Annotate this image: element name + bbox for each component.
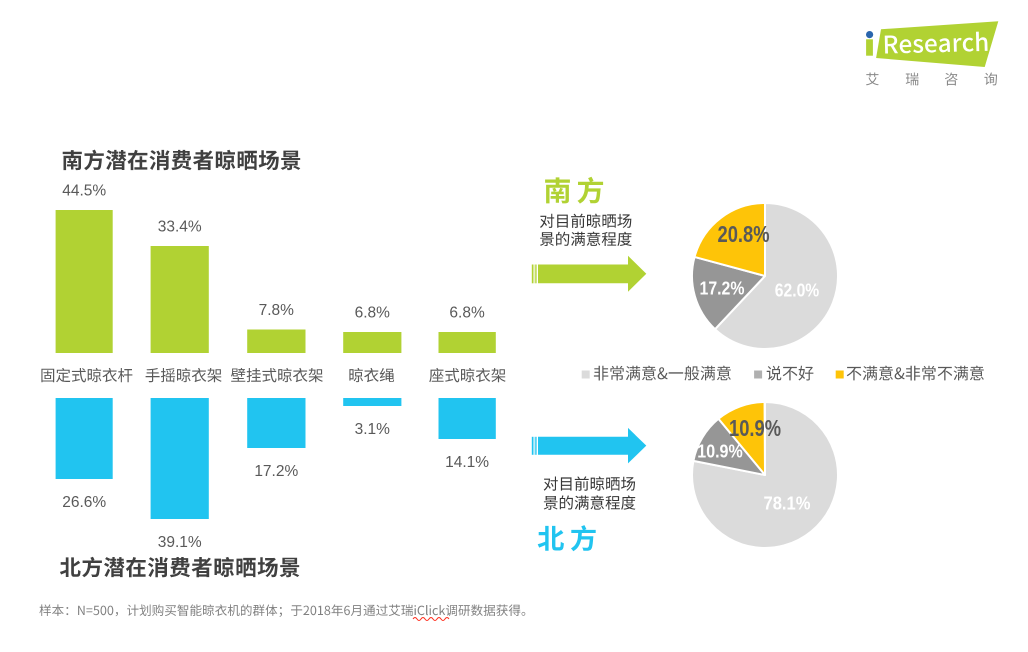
svg-text:10.9%: 10.9% bbox=[697, 442, 742, 462]
svg-text:3.1%: 3.1% bbox=[355, 421, 391, 438]
svg-text:44.5%: 44.5% bbox=[62, 182, 106, 199]
svg-text:6.8%: 6.8% bbox=[355, 304, 391, 321]
svg-text:14.1%: 14.1% bbox=[445, 454, 489, 471]
svg-text:39.1%: 39.1% bbox=[158, 534, 202, 551]
svg-text:78.1%: 78.1% bbox=[764, 494, 811, 514]
svg-text:17.2%: 17.2% bbox=[254, 463, 298, 480]
svg-text:10.9%: 10.9% bbox=[729, 415, 781, 441]
svg-text:62.0%: 62.0% bbox=[775, 281, 820, 301]
svg-text:26.6%: 26.6% bbox=[62, 494, 106, 511]
svg-text:20.8%: 20.8% bbox=[718, 221, 770, 247]
svg-text:7.8%: 7.8% bbox=[259, 302, 295, 319]
svg-text:6.8%: 6.8% bbox=[449, 304, 485, 321]
svg-text:17.2%: 17.2% bbox=[700, 279, 745, 299]
svg-text:33.4%: 33.4% bbox=[158, 218, 202, 235]
